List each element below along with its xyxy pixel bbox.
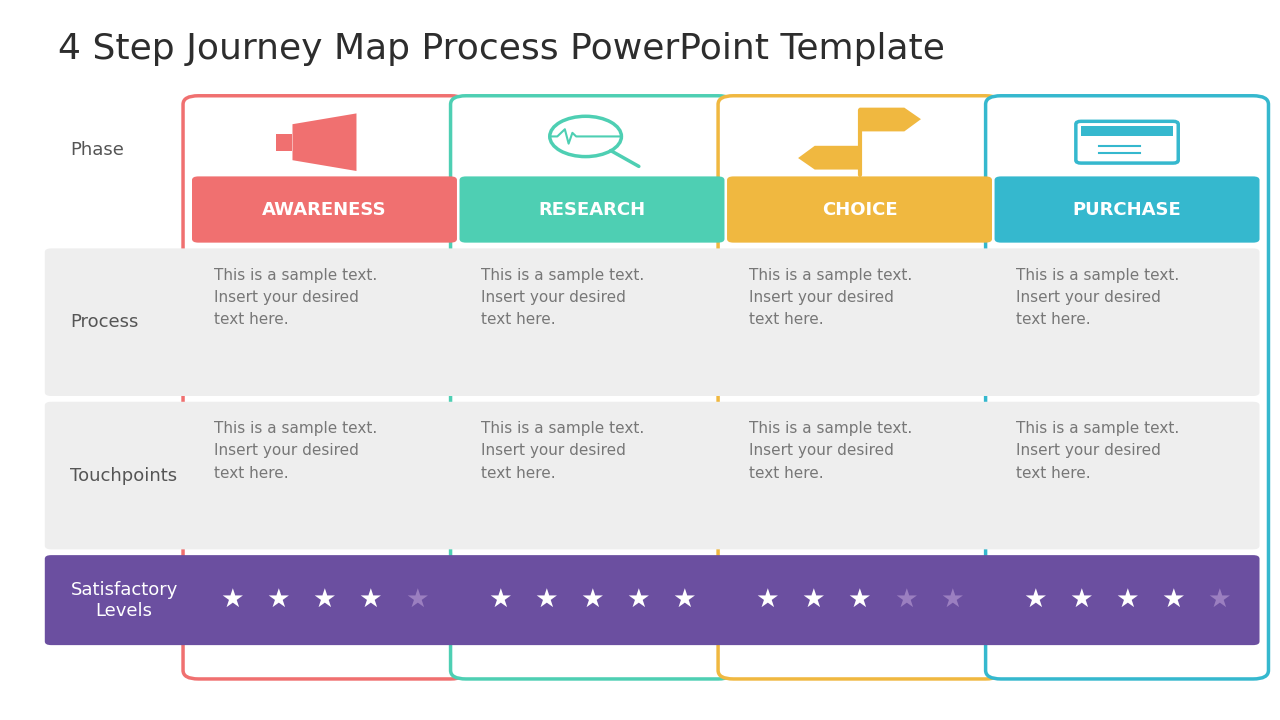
Text: This is a sample text.
Insert your desired
text here.: This is a sample text. Insert your desir… [481, 268, 645, 327]
Text: This is a sample text.
Insert your desired
text here.: This is a sample text. Insert your desir… [749, 268, 913, 327]
Text: ★: ★ [1207, 587, 1231, 613]
Text: ★: ★ [358, 587, 383, 613]
Text: This is a sample text.
Insert your desired
text here.: This is a sample text. Insert your desir… [214, 268, 378, 327]
Text: RESEARCH: RESEARCH [539, 200, 645, 219]
Text: ★: ★ [534, 587, 558, 613]
FancyBboxPatch shape [718, 96, 1001, 679]
Text: Touchpoints: Touchpoints [70, 467, 178, 485]
Text: This is a sample text.
Insert your desired
text here.: This is a sample text. Insert your desir… [749, 421, 913, 481]
Text: ★: ★ [940, 587, 964, 613]
Text: Process: Process [70, 313, 138, 331]
Text: ★: ★ [847, 587, 872, 613]
FancyBboxPatch shape [727, 176, 992, 243]
Bar [1080, 125, 1172, 135]
Text: ★: ★ [801, 587, 826, 613]
Text: ★: ★ [404, 587, 429, 613]
FancyBboxPatch shape [45, 248, 1260, 396]
Text: ★: ★ [626, 587, 650, 613]
Text: ★: ★ [672, 587, 696, 613]
FancyBboxPatch shape [276, 133, 293, 151]
FancyBboxPatch shape [460, 176, 724, 243]
Text: ★: ★ [1069, 587, 1093, 613]
FancyBboxPatch shape [192, 176, 457, 243]
Text: This is a sample text.
Insert your desired
text here.: This is a sample text. Insert your desir… [1016, 268, 1180, 327]
Text: ★: ★ [1161, 587, 1185, 613]
Text: PURCHASE: PURCHASE [1073, 200, 1181, 219]
Text: This is a sample text.
Insert your desired
text here.: This is a sample text. Insert your desir… [481, 421, 645, 481]
Text: ★: ★ [220, 587, 244, 613]
FancyBboxPatch shape [45, 555, 1260, 645]
FancyBboxPatch shape [986, 96, 1268, 679]
Text: AWARENESS: AWARENESS [262, 200, 387, 219]
Polygon shape [293, 113, 356, 171]
FancyBboxPatch shape [183, 96, 466, 679]
FancyBboxPatch shape [45, 402, 1260, 549]
Text: Phase: Phase [70, 141, 124, 160]
Text: ★: ★ [312, 587, 337, 613]
Text: ★: ★ [266, 587, 291, 613]
Text: ★: ★ [580, 587, 604, 613]
FancyBboxPatch shape [451, 96, 733, 679]
Text: This is a sample text.
Insert your desired
text here.: This is a sample text. Insert your desir… [1016, 421, 1180, 481]
FancyBboxPatch shape [995, 176, 1260, 243]
Text: 4 Step Journey Map Process PowerPoint Template: 4 Step Journey Map Process PowerPoint Te… [58, 32, 945, 66]
Text: Satisfactory
Levels: Satisfactory Levels [70, 581, 178, 619]
Text: ★: ★ [488, 587, 512, 613]
Polygon shape [860, 107, 922, 131]
Text: This is a sample text.
Insert your desired
text here.: This is a sample text. Insert your desir… [214, 421, 378, 481]
Text: ★: ★ [893, 587, 918, 613]
Text: ★: ★ [755, 587, 780, 613]
Text: ★: ★ [1115, 587, 1139, 613]
Text: ★: ★ [1023, 587, 1047, 613]
Polygon shape [799, 145, 860, 170]
Text: CHOICE: CHOICE [822, 200, 897, 219]
